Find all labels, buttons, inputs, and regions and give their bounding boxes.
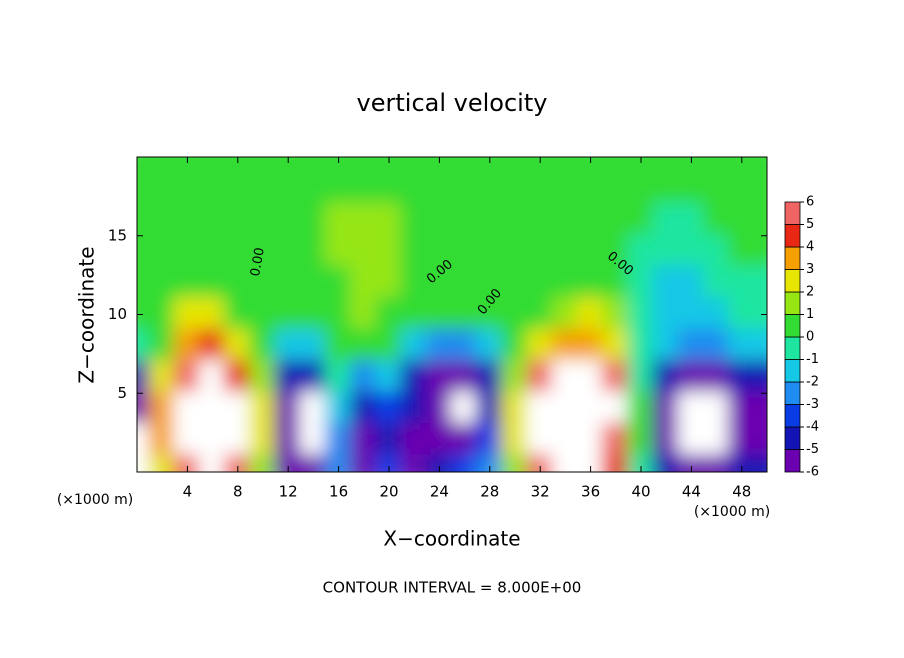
y-tick-label: 10: [108, 305, 127, 323]
colorbar-segment: [784, 269, 801, 293]
x-tick-label: 20: [379, 483, 398, 501]
colorbar-label: 1: [806, 307, 814, 322]
colorbar-segment: [784, 426, 801, 450]
colorbar-label: 0: [806, 330, 814, 345]
colorbar-label: 6: [806, 195, 814, 210]
x-tick-label: 48: [732, 483, 751, 501]
y-unit: (×1000 m): [57, 492, 133, 508]
x-unit: (×1000 m): [694, 504, 770, 520]
colorbar-label: -2: [806, 375, 819, 390]
colorbar-label: -4: [806, 420, 819, 435]
colorbar-segment: [784, 224, 801, 248]
plot-frame: [136, 156, 768, 473]
colorbar-label: -5: [806, 442, 819, 457]
colorbar-label: -3: [806, 397, 819, 412]
colorbar-label: 3: [806, 262, 814, 277]
x-tick-label: 12: [279, 483, 298, 501]
colorbar-label: 5: [806, 217, 814, 232]
footer-note: CONTOUR INTERVAL = 8.000E+00: [323, 579, 582, 597]
x-tick-label: 36: [581, 483, 600, 501]
x-tick-label: 28: [480, 483, 499, 501]
colorbar-label: -1: [806, 352, 819, 367]
colorbar-segment: [784, 291, 801, 315]
x-tick-label: 4: [183, 483, 193, 501]
x-axis-label: X−coordinate: [383, 527, 520, 551]
x-tick-label: 44: [682, 483, 701, 501]
colorbar-segment: [784, 336, 801, 360]
colorbar-label: 4: [806, 240, 814, 255]
colorbar-segment: [784, 359, 801, 383]
x-tick-label: 16: [329, 483, 348, 501]
field-cell: [727, 157, 767, 203]
colorbar-label: -6: [806, 465, 819, 480]
colorbar-label: 2: [806, 285, 814, 300]
chart-title: vertical velocity: [357, 89, 548, 117]
y-tick-label: 15: [108, 226, 127, 244]
colorbar-segment: [784, 246, 801, 270]
y-tick-label: 5: [117, 384, 127, 402]
colorbar-segment: [784, 449, 801, 473]
colorbar-segment: [784, 314, 801, 338]
colorbar-segment: [784, 201, 801, 225]
x-tick-label: 24: [430, 483, 449, 501]
cells: [137, 157, 767, 472]
x-tick-label: 8: [233, 483, 243, 501]
colorbar-segment: [784, 381, 801, 405]
y-axis-label: Z−coordinate: [75, 246, 99, 383]
contour-label: 0.00: [248, 246, 268, 277]
x-tick-label: 32: [531, 483, 550, 501]
x-tick-label: 40: [631, 483, 650, 501]
field: [137, 157, 767, 472]
colorbar-segment: [784, 404, 801, 428]
